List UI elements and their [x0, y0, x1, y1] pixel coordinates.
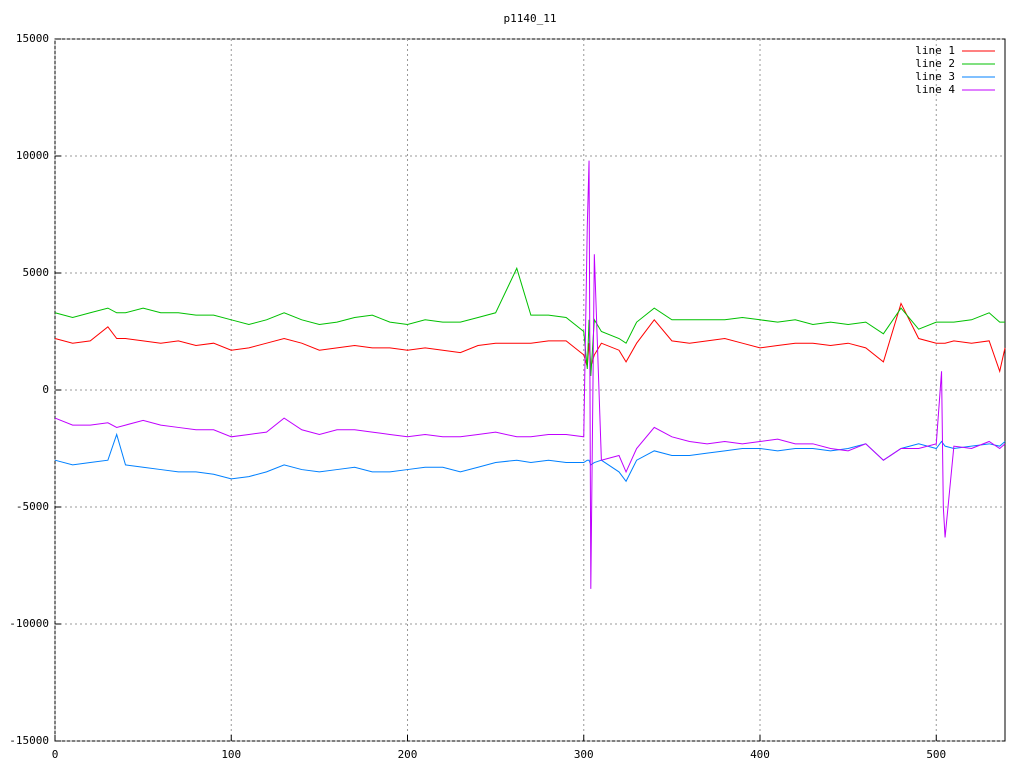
legend-label: line 3: [915, 70, 955, 83]
x-tick-label: 100: [221, 748, 241, 761]
y-tick-label: 15000: [16, 32, 49, 45]
x-tick-label: 300: [574, 748, 594, 761]
series-line: [54, 266, 1005, 376]
y-tick-label: -5000: [16, 500, 49, 513]
y-tick-label: 5000: [23, 266, 50, 279]
x-tick-label: 0: [52, 748, 59, 761]
x-tick-label: 200: [398, 748, 418, 761]
legend-label: line 4: [915, 83, 955, 96]
y-tick-label: 0: [42, 383, 49, 396]
y-tick-label: -15000: [9, 734, 49, 747]
legend-label: line 1: [915, 44, 955, 57]
y-tick-label: -10000: [9, 617, 49, 630]
series-line: [54, 160, 1006, 589]
chart-title: p1140_11: [504, 12, 557, 25]
x-tick-label: 400: [750, 748, 770, 761]
y-tick-label: 10000: [16, 149, 49, 162]
x-tick-label: 500: [926, 748, 946, 761]
legend-label: line 2: [915, 57, 955, 70]
series-line: [54, 432, 1006, 483]
